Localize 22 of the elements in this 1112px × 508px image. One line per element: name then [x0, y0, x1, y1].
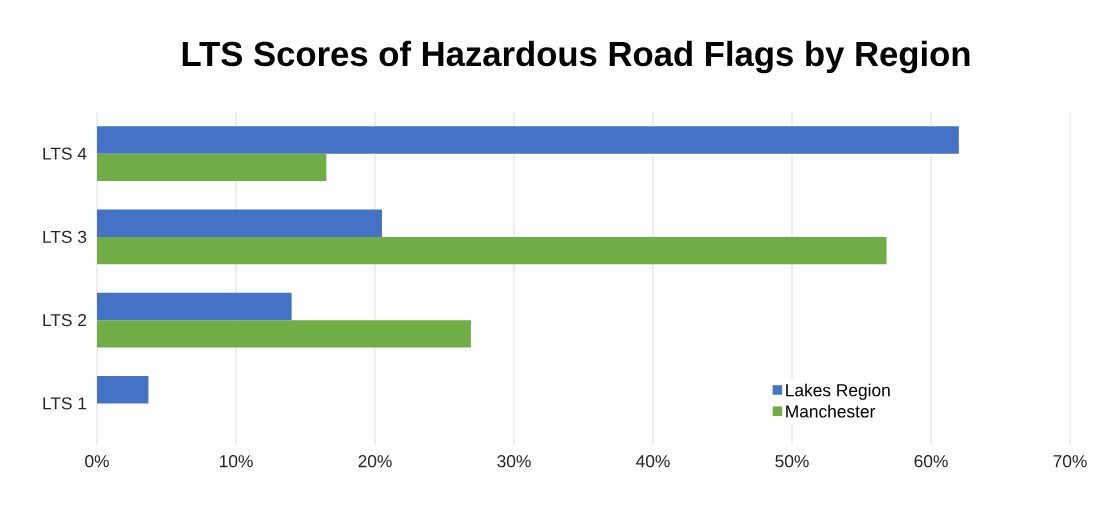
- y-tick-label: LTS 3: [43, 230, 87, 244]
- x-tick-label: 40%: [636, 455, 670, 468]
- y-tick-label: LTS 2: [43, 313, 87, 327]
- x-tick-label: 10%: [219, 455, 253, 468]
- x-tick-label: 20%: [358, 455, 392, 468]
- y-tick-label: LTS 4: [43, 147, 87, 160]
- y-tick-label: LTS 1: [43, 397, 87, 410]
- bar: [97, 375, 149, 404]
- legend-label: Lakes Region: [786, 383, 890, 400]
- bar: [97, 153, 327, 182]
- bar: [97, 292, 292, 321]
- chart-title: LTS Scores of Hazardous Road Flags by Region: [182, 40, 970, 74]
- x-tick-label: 30%: [497, 455, 531, 468]
- bar: [97, 209, 382, 237]
- x-tick-label: 70%: [1053, 455, 1087, 468]
- x-tick-label: 0%: [85, 455, 109, 468]
- x-tick-label: 60%: [914, 455, 948, 468]
- bar: [97, 320, 471, 348]
- bar: [97, 126, 959, 154]
- bar: [97, 236, 887, 265]
- legend-label: Manchester: [786, 404, 876, 418]
- x-tick-label: 50%: [775, 455, 809, 468]
